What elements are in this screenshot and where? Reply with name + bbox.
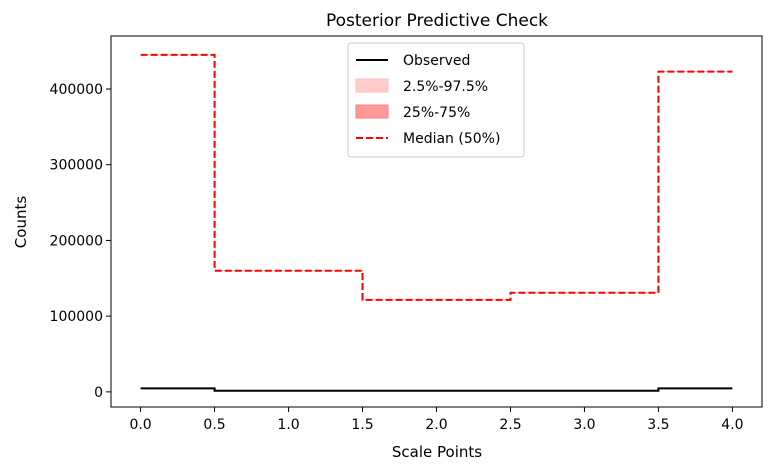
legend-label-median-50-: Median (50%) xyxy=(403,131,500,147)
x-tick-label: 2.0 xyxy=(425,417,447,433)
series-line-observed xyxy=(140,387,733,392)
legend-label-2-5-97-5-: 2.5%-97.5% xyxy=(403,79,488,95)
y-tick-label: 400000 xyxy=(50,82,103,98)
series-line-median-50- xyxy=(140,53,733,301)
plot-area xyxy=(140,53,733,392)
y-tick-label: 200000 xyxy=(50,233,103,249)
chart-title: Posterior Predictive Check xyxy=(326,11,548,31)
x-tick-label: 0.5 xyxy=(203,417,225,433)
legend-label-25-75-: 25%-75% xyxy=(403,105,470,121)
y-axis-label: Counts xyxy=(12,196,30,249)
y-tick-label: 100000 xyxy=(50,309,103,325)
x-tick-label: 1.5 xyxy=(351,417,373,433)
legend-label-observed: Observed xyxy=(403,53,470,69)
legend-box xyxy=(347,42,525,158)
x-tick-label: 4.0 xyxy=(721,417,743,433)
y-tick-label: 300000 xyxy=(50,158,103,174)
y-tick-label: 0 xyxy=(94,385,103,401)
x-tick-label: 0.0 xyxy=(129,417,151,433)
x-axis-label: Scale Points xyxy=(392,443,482,461)
legend-swatch-2-5-97-5- xyxy=(355,78,389,93)
legend: Observed 2.5%-97.5% 25%-75% Median (50%) xyxy=(347,42,525,158)
axes: 0.0 0.5 1.0 1.5 2.0 2.5 3.0 3.5 4.0 0 100000 200000… xyxy=(50,35,763,433)
x-tick-label: 2.5 xyxy=(499,417,521,433)
x-tick-label: 3.5 xyxy=(647,417,669,433)
x-tick-label: 3.0 xyxy=(573,417,595,433)
x-tick-label: 1.0 xyxy=(277,417,299,433)
legend-swatch-25-75- xyxy=(355,104,389,119)
